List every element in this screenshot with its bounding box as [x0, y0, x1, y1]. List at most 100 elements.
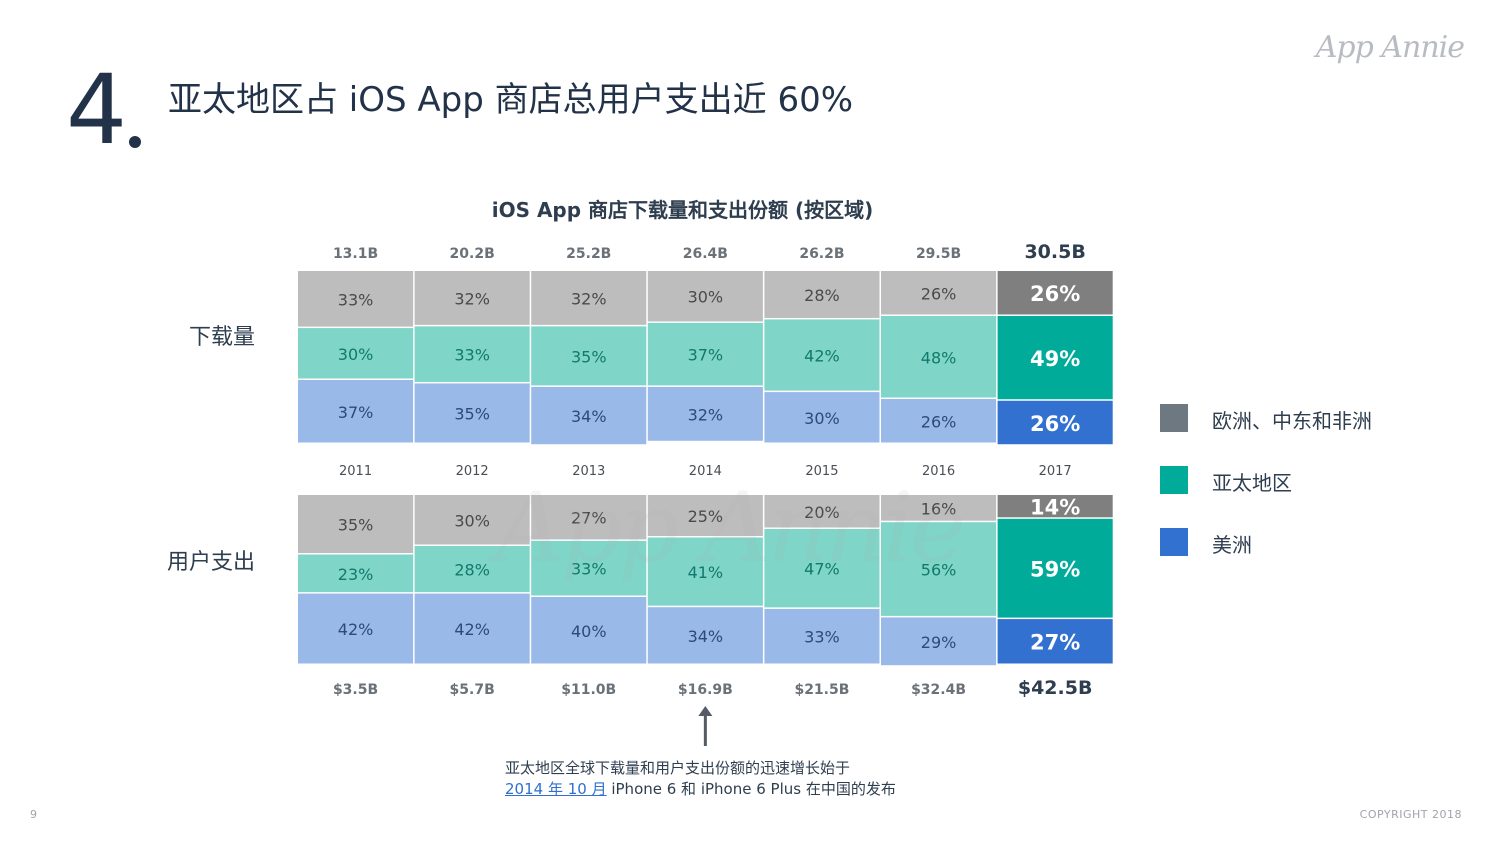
bar-segment-americas-2016 — [881, 399, 997, 443]
data-label-apac-2012: 33% — [454, 346, 490, 365]
bar-segment-apac-2013 — [531, 326, 647, 386]
bar-segment-americas-2012 — [414, 593, 530, 664]
data-label-americas-2015: 33% — [804, 628, 840, 647]
bar-segment-emea-2011 — [298, 271, 414, 327]
bar-segment-apac-2016 — [881, 522, 997, 616]
data-label-apac-2014: 37% — [688, 346, 724, 365]
year-tick-label-2015: 2015 — [805, 464, 838, 479]
data-label-emea-2011: 33% — [338, 290, 374, 309]
data-label-americas-2016: 29% — [921, 633, 957, 652]
total-label-2011: 13.1B — [333, 246, 378, 262]
legend-swatch-apac — [1160, 466, 1188, 494]
data-label-emea-2017: 26% — [1030, 282, 1080, 306]
data-label-emea-2012: 32% — [454, 289, 490, 308]
legend-item-apac: 亚太地区 — [1160, 466, 1460, 496]
total-label-2013: $11.0B — [561, 682, 616, 698]
bar-segment-apac-2013 — [531, 540, 647, 596]
bar-segment-americas-2016 — [881, 617, 997, 666]
data-label-americas-2016: 26% — [921, 412, 957, 431]
bar-segment-apac-2012 — [414, 546, 530, 593]
bar-segment-americas-2012 — [414, 383, 530, 443]
section-number-dot — [129, 136, 141, 148]
bar-segment-apac-2011 — [298, 554, 414, 593]
legend-item-americas: 美洲 — [1160, 528, 1460, 558]
data-label-americas-2013: 40% — [571, 622, 607, 641]
total-label-2013: 25.2B — [566, 246, 611, 262]
bar-segment-americas-2017 — [997, 400, 1113, 445]
data-label-emea-2015: 20% — [804, 503, 840, 522]
total-label-2015: $21.5B — [794, 682, 849, 698]
total-label-2015: 26.2B — [799, 246, 844, 262]
bar-segment-emea-2014 — [647, 495, 763, 536]
data-label-emea-2016: 26% — [921, 284, 957, 303]
bar-segment-apac-2014 — [647, 537, 763, 606]
data-label-americas-2011: 42% — [338, 620, 374, 639]
bar-segment-americas-2017 — [997, 619, 1113, 664]
bar-segment-apac-2012 — [414, 326, 530, 382]
year-tick-label-2012: 2012 — [456, 464, 489, 479]
data-label-emea-2013: 32% — [571, 289, 607, 308]
panel-label-downloads: 下载量 — [189, 325, 255, 350]
bar-segment-emea-2014 — [647, 271, 763, 322]
bar-segment-americas-2013 — [531, 597, 647, 664]
bar-segment-apac-2017 — [997, 518, 1113, 618]
total-label-2012: 20.2B — [450, 246, 495, 262]
bar-segment-emea-2013 — [531, 271, 647, 325]
bar-segment-americas-2014 — [647, 386, 763, 441]
section-number: 4 — [66, 54, 127, 166]
bar-segment-apac-2015 — [764, 319, 880, 391]
total-label-2016: $32.4B — [911, 682, 966, 698]
data-label-apac-2015: 47% — [804, 560, 840, 579]
data-label-americas-2014: 34% — [688, 627, 724, 646]
copyright: COPYRIGHT 2018 — [1359, 808, 1462, 821]
bar-segment-apac-2015 — [764, 529, 880, 608]
data-label-emea-2012: 30% — [454, 511, 490, 530]
data-label-apac-2017: 59% — [1030, 558, 1080, 582]
data-label-americas-2012: 42% — [454, 620, 490, 639]
data-label-emea-2014: 30% — [688, 288, 724, 307]
legend-item-emea: 欧洲、中东和非洲 — [1160, 404, 1460, 434]
bar-segment-emea-2013 — [531, 495, 647, 540]
legend-swatch-emea — [1160, 404, 1188, 432]
data-label-americas-2017: 26% — [1030, 412, 1080, 436]
bar-segment-emea-2016 — [881, 271, 997, 315]
legend-swatch-americas — [1160, 528, 1188, 556]
total-label-2012: $5.7B — [450, 682, 495, 698]
data-label-americas-2013: 34% — [571, 407, 607, 426]
data-label-americas-2014: 32% — [688, 405, 724, 424]
legend-label-emea: 欧洲、中东和非洲 — [1212, 409, 1372, 433]
bar-segment-americas-2015 — [764, 392, 880, 443]
bar-segment-americas-2014 — [647, 607, 763, 664]
total-label-2017: $42.5B — [1018, 677, 1093, 699]
total-label-2016: 29.5B — [916, 246, 961, 262]
data-label-apac-2014: 41% — [688, 563, 724, 582]
footnote-line-2-text: iPhone 6 和 iPhone 6 Plus 在中国的发布 — [606, 780, 896, 798]
year-tick-label-2013: 2013 — [572, 464, 605, 479]
data-label-americas-2015: 30% — [804, 409, 840, 428]
data-label-apac-2013: 35% — [571, 347, 607, 366]
data-label-emea-2011: 35% — [338, 516, 374, 535]
data-label-americas-2012: 35% — [454, 404, 490, 423]
chart-title: iOS App 商店下载量和支出份额 (按区域) — [491, 198, 874, 222]
footnote-line-2: 2014 年 10 月 iPhone 6 和 iPhone 6 Plus 在中国… — [505, 779, 896, 800]
footnote-date-link[interactable]: 2014 年 10 月 — [505, 780, 607, 798]
page-title: 亚太地区占 iOS App 商店总用户支出近 60% — [168, 80, 854, 120]
app-annie-logo: App Annie — [1315, 30, 1465, 65]
data-label-apac-2012: 28% — [454, 561, 490, 580]
data-label-emea-2017: 14% — [1030, 495, 1080, 519]
bar-segment-emea-2012 — [414, 271, 530, 325]
total-label-2011: $3.5B — [333, 682, 378, 698]
bar-segment-emea-2012 — [414, 495, 530, 545]
data-label-apac-2011: 23% — [338, 565, 374, 584]
bar-segment-emea-2011 — [298, 495, 414, 553]
year-tick-label-2014: 2014 — [689, 464, 722, 479]
data-label-apac-2016: 48% — [921, 348, 957, 367]
legend-label-americas: 美洲 — [1212, 533, 1252, 557]
bar-segment-apac-2016 — [881, 315, 997, 398]
bar-segment-apac-2011 — [298, 328, 414, 379]
total-label-2014: $16.9B — [678, 682, 733, 698]
data-label-apac-2015: 42% — [804, 347, 840, 366]
footnote: 亚太地区全球下载量和用户支出份额的迅速增长始于 2014 年 10 月 iPho… — [505, 758, 896, 800]
bar-segment-americas-2013 — [531, 386, 647, 445]
